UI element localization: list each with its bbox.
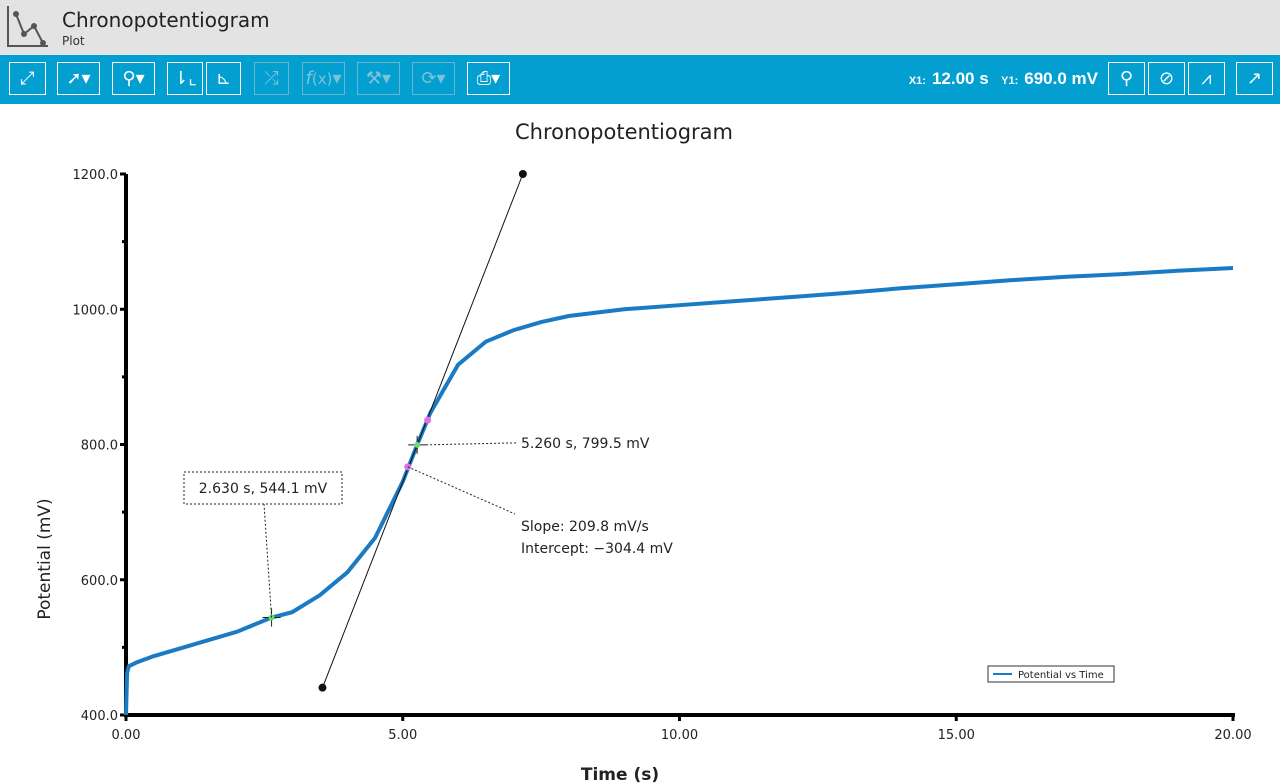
- slope-label: Slope: 209.8 mV/s: [521, 519, 649, 535]
- marker-label: 5.260 s, 799.5 mV: [521, 436, 650, 452]
- tangent-endpoint: [318, 683, 327, 692]
- intercept-label: Intercept: −304.4 mV: [521, 541, 673, 557]
- pin-icon: ⚲: [1119, 68, 1134, 89]
- zoom-to-fit-button[interactable]: ⤢: [9, 62, 46, 95]
- x-axis-label: Time (s): [581, 765, 659, 784]
- y-tick-label: 1200.0: [73, 168, 119, 183]
- x-tick-label: 20.00: [1214, 728, 1251, 743]
- eye-slash-icon: ⊘: [1158, 68, 1175, 89]
- plot-axis-button[interactable]: ⩘: [1188, 62, 1225, 95]
- legend: Potential vs Time: [987, 665, 1115, 683]
- hide-button[interactable]: ⊘: [1148, 62, 1185, 95]
- expand-icon: ⤢: [20, 68, 35, 89]
- axis-button-1[interactable]: ⇂⌞: [167, 62, 203, 95]
- chart-title: Chronopotentiogram: [515, 120, 733, 144]
- y-tick-label: 600.0: [81, 574, 118, 589]
- cursor-arrow-icon: ➚▾: [66, 68, 91, 89]
- pointer-button[interactable]: ➚▾: [57, 62, 100, 95]
- y-tick-label: 1000.0: [73, 303, 119, 318]
- plot-axis-icon: ⩘: [1201, 68, 1212, 89]
- cursor-readout: X1: 12.00 s Y1: 690.0 mV: [909, 69, 1098, 89]
- x-tick-label: 5.00: [388, 728, 417, 743]
- line-chart-icon: [7, 6, 48, 47]
- tangent-line: [322, 173, 524, 688]
- title-bar: Chronopotentiogram Plot: [0, 0, 1280, 55]
- shuffle-icon: ⤮: [264, 68, 279, 89]
- x1-label: X1:: [908, 75, 926, 87]
- function-icon: f(x)▾: [305, 68, 342, 89]
- tangent-endpoint: [518, 170, 527, 178]
- app-subtitle: Plot: [62, 34, 85, 48]
- shuffle-button[interactable]: ⤮: [254, 62, 289, 95]
- function-button[interactable]: f(x)▾: [302, 62, 345, 95]
- marker-leader-line: [263, 503, 273, 618]
- printer-icon: ⎙▾: [476, 68, 501, 89]
- print-button[interactable]: ⎙▾: [467, 62, 510, 95]
- y-tick-label: 800.0: [81, 439, 118, 454]
- x-tick-label: 10.00: [661, 728, 698, 743]
- export-button[interactable]: ↗: [1236, 62, 1273, 95]
- pin-button[interactable]: ⚲: [1108, 62, 1145, 95]
- axis-tangent-icon: ⊾: [215, 68, 232, 89]
- export-icon: ↗: [1246, 68, 1263, 89]
- toolbar: ⤢ ➚▾ ⚲▾ ⇂⌞ ⊾ ⤮ f(x)▾ ⚒▾ ⟳▾ ⎙▾ X1: 12.00 s…: [0, 55, 1280, 104]
- cycle-gear-icon: ⟳▾: [421, 68, 446, 89]
- y1-label: Y1:: [1001, 75, 1019, 87]
- y-tick-label: 400.0: [81, 709, 118, 724]
- y1-value: 690.0 mV: [1024, 69, 1098, 88]
- axis-button-2[interactable]: ⊾: [206, 62, 241, 95]
- fit-point: [424, 416, 432, 424]
- wrench-icon: ⚒▾: [365, 68, 392, 89]
- refresh-button[interactable]: ⟳▾: [412, 62, 455, 95]
- x1-value: 12.00 s: [931, 69, 989, 88]
- marker-label-box: [183, 471, 343, 505]
- legend-label: Potential vs Time: [1018, 670, 1104, 681]
- slope-leader-line: [407, 466, 516, 515]
- magnifier-icon: ⚲▾: [122, 68, 145, 89]
- x-tick-label: 15.00: [938, 728, 975, 743]
- tools-button[interactable]: ⚒▾: [357, 62, 400, 95]
- app-title: Chronopotentiogram: [62, 8, 270, 32]
- marker-leader-line: [426, 442, 518, 446]
- marker-point: [414, 441, 421, 448]
- marker-label: 2.630 s, 544.1 mV: [199, 481, 328, 497]
- series-line: [124, 266, 1234, 716]
- zoom-button[interactable]: ⚲▾: [112, 62, 155, 95]
- x-tick-label: 0.00: [112, 728, 141, 743]
- axis-arrows-icon: ⇂⌞: [173, 68, 197, 89]
- y-axis-label: Potential (mV): [35, 498, 55, 619]
- chart[interactable]: Chronopotentiogram Time (s) Potential (m…: [0, 104, 1280, 784]
